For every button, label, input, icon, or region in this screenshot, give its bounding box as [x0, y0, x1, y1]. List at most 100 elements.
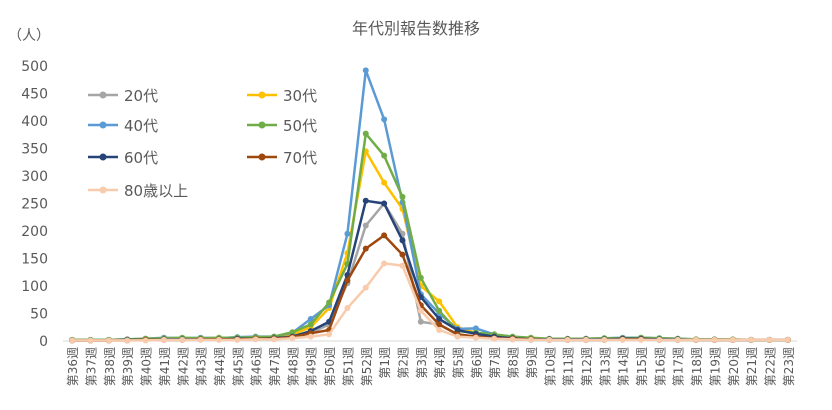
- x-tick-label: 第8週: [507, 347, 521, 379]
- legend-item: 80歳以上: [88, 182, 188, 200]
- data-point: [381, 200, 388, 207]
- legend-swatch-marker: [258, 153, 266, 161]
- x-tick-label: 第41週: [158, 347, 172, 386]
- series-group: [69, 67, 791, 344]
- series-line: [72, 150, 788, 342]
- x-tick-label: 第14週: [617, 347, 631, 386]
- legend-swatch-marker: [99, 153, 107, 161]
- data-point: [105, 337, 112, 344]
- legend-item: 60代: [88, 149, 158, 167]
- legend-label: 70代: [283, 149, 317, 167]
- data-point: [362, 284, 369, 291]
- y-axis-unit-label: （人）: [8, 28, 50, 44]
- x-tick-label: 第15週: [635, 347, 649, 386]
- data-point: [436, 321, 443, 328]
- data-point: [766, 336, 773, 343]
- data-point: [564, 336, 571, 343]
- legend-item: 70代: [247, 149, 317, 167]
- legend-swatch-marker: [99, 186, 107, 194]
- x-tick-label: 第51週: [341, 347, 355, 386]
- data-point: [215, 336, 222, 343]
- y-tick-label: 450: [21, 87, 48, 103]
- x-tick-label: 第5週: [452, 347, 466, 379]
- legend-label: 50代: [283, 117, 317, 135]
- x-tick-label: 第1週: [378, 347, 392, 379]
- data-point: [69, 337, 76, 344]
- y-tick-label: 150: [21, 252, 48, 268]
- x-tick-label: 第50週: [323, 347, 337, 386]
- x-tick-label: 第22週: [763, 347, 777, 386]
- x-tick-label: 第43週: [195, 347, 209, 386]
- data-point: [289, 329, 296, 336]
- y-tick-label: 300: [21, 169, 48, 185]
- y-tick-label: 100: [21, 279, 48, 295]
- y-tick-label: 500: [21, 59, 48, 75]
- data-point: [399, 193, 406, 200]
- legend-item: 30代: [247, 87, 317, 105]
- x-tick-label: 第2週: [396, 347, 410, 379]
- x-tick-label: 第12週: [580, 347, 594, 386]
- series-line: [72, 69, 788, 342]
- y-tick-label: 400: [21, 114, 48, 130]
- data-point: [693, 336, 700, 343]
- data-point: [399, 237, 406, 244]
- data-point: [307, 321, 314, 328]
- series: [69, 260, 791, 344]
- series: [69, 130, 791, 343]
- data-point: [417, 307, 424, 314]
- x-tick-label: 第44週: [213, 347, 227, 386]
- x-tick-label: 第52週: [360, 347, 374, 386]
- data-point: [711, 336, 718, 343]
- data-point: [417, 274, 424, 281]
- data-point: [197, 336, 204, 343]
- data-point: [436, 327, 443, 333]
- y-tick-label: 50: [30, 307, 48, 323]
- x-tick-label: 第21週: [745, 347, 759, 386]
- y-tick-label: 350: [21, 142, 48, 158]
- series-line: [72, 234, 788, 342]
- x-tick-label: 第3週: [415, 347, 429, 379]
- x-tick-label: 第47週: [268, 347, 282, 386]
- data-point: [142, 337, 149, 344]
- data-point: [179, 336, 186, 343]
- x-tick-label: 第13週: [598, 347, 612, 386]
- data-point: [674, 336, 681, 343]
- y-tick-label: 0: [39, 334, 48, 350]
- legend: 20代 30代 40代 50代 60代 70代 80歳以上: [88, 87, 317, 200]
- data-point: [381, 116, 388, 123]
- data-point: [472, 325, 479, 332]
- data-point: [234, 336, 241, 343]
- data-point: [436, 316, 443, 322]
- data-point: [491, 335, 498, 342]
- legend-item: 50代: [247, 117, 317, 135]
- legend-swatch-marker: [99, 121, 107, 129]
- data-point: [729, 336, 736, 343]
- legend-item: 20代: [88, 87, 158, 105]
- legend-label: 80歳以上: [124, 182, 188, 200]
- y-axis-ticks: 0 50 100 150 200 250 300 350 400 450 500: [21, 59, 48, 350]
- x-tick-label: 第36週: [66, 347, 80, 386]
- legend-swatch-marker: [258, 91, 266, 99]
- x-tick-label: 第11週: [562, 347, 576, 386]
- y-tick-label: 200: [21, 224, 48, 240]
- data-point: [160, 336, 167, 343]
- series: [69, 232, 791, 344]
- data-point: [326, 331, 333, 338]
- data-point: [362, 130, 369, 137]
- data-point: [252, 336, 259, 343]
- data-point: [381, 260, 388, 267]
- x-tick-label: 第39週: [121, 347, 135, 386]
- x-tick-label: 第16週: [653, 347, 667, 386]
- data-point: [362, 222, 369, 229]
- legend-swatch-marker: [99, 91, 107, 99]
- x-tick-label: 第23週: [782, 347, 796, 386]
- data-point: [619, 336, 626, 343]
- chart-title: 年代別報告数推移: [352, 19, 480, 38]
- legend-item: 40代: [88, 117, 158, 135]
- legend-label: 40代: [124, 117, 158, 135]
- data-point: [381, 179, 388, 186]
- data-point: [436, 298, 443, 305]
- data-point: [344, 230, 351, 237]
